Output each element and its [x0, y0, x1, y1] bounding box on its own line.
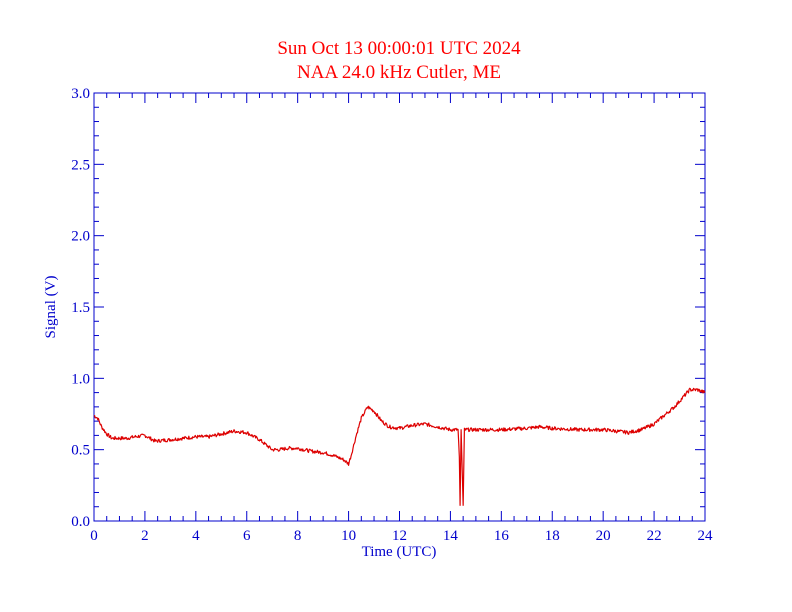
y-tick-label: 3.0: [71, 86, 90, 102]
x-tick-label: 8: [294, 528, 302, 544]
x-tick-label: 14: [443, 528, 459, 544]
chart-subtitle: NAA 24.0 kHz Cutler, ME: [297, 62, 501, 83]
series-line: [93, 387, 706, 506]
y-tick-label: 2.5: [71, 157, 90, 173]
plot-frame: [93, 92, 706, 522]
y-tick-label: 0.5: [71, 443, 90, 459]
chart-title: Sun Oct 13 00:00:01 UTC 2024: [277, 38, 521, 59]
y-tick-label: 0.0: [71, 514, 90, 530]
x-axis-label: Time (UTC): [362, 544, 437, 560]
x-tick-label: 10: [341, 528, 356, 544]
x-tick-label: 12: [392, 528, 407, 544]
x-tick-label: 22: [647, 528, 662, 544]
x-tick-label: 20: [596, 528, 611, 544]
x-tick-label: 0: [90, 528, 98, 544]
y-tick-label: 1.5: [71, 300, 90, 316]
x-tick-label: 2: [141, 528, 149, 544]
x-tick-label: 16: [494, 528, 510, 544]
x-tick-label: 18: [545, 528, 560, 544]
x-tick-label: 6: [243, 528, 251, 544]
x-tick-label: 24: [698, 528, 714, 544]
y-tick-label: 1.0: [71, 371, 90, 387]
y-tick-label: 2.0: [71, 229, 90, 245]
x-tick-label: 4: [192, 528, 200, 544]
y-axis-label: Signal (V): [43, 276, 59, 339]
